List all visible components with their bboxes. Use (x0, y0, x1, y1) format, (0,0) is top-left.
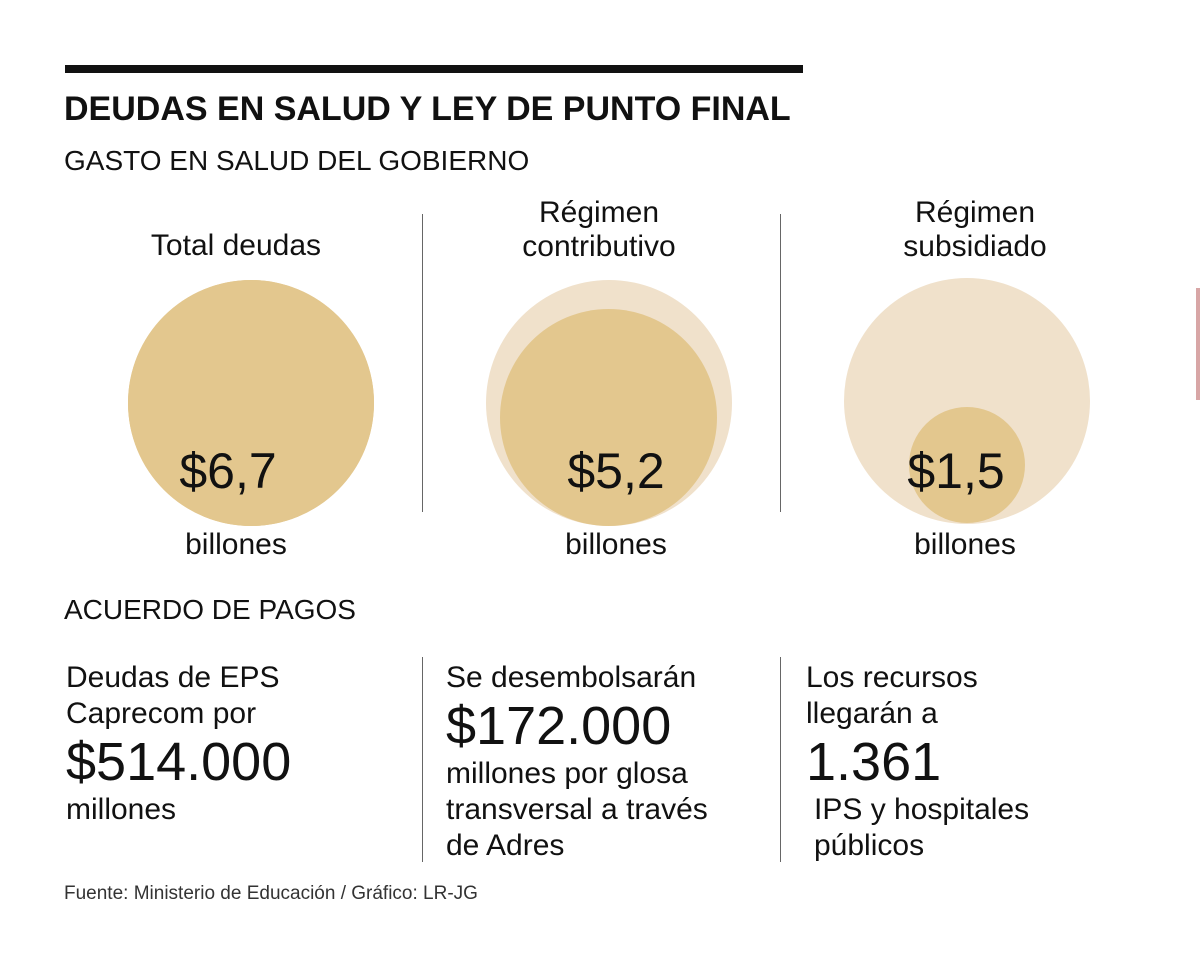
payment-text-line: IPS y hospitales (814, 793, 1030, 826)
chart-title: DEUDAS EN SALUD Y LEY DE PUNTO FINAL (64, 90, 791, 128)
payment-text-line: Se desembolsarán (446, 661, 697, 694)
source-note: Fuente: Ministerio de Educación / Gráfic… (64, 883, 478, 904)
payment-amount: 1.361 (806, 732, 942, 792)
payment-amount: $172.000 (446, 696, 672, 756)
divider-3 (422, 657, 423, 862)
unit-label-contributivo: billones (565, 528, 667, 561)
value-label-contributivo: $5,2 (567, 443, 665, 499)
column-label-line: Régimen (538, 196, 660, 229)
column-label-total: Total deudas (86, 229, 386, 263)
payment-text-line: transversal a través (446, 793, 708, 826)
payment-text-line: millones por glosa (446, 757, 688, 790)
top-rule (65, 65, 803, 73)
section-title-payments: ACUERDO DE PAGOS (64, 594, 356, 625)
column-label-line: Total deudas (150, 229, 322, 262)
value-label-total: $6,7 (179, 443, 277, 499)
column-label-line: subsidiado (903, 230, 1047, 263)
payment-text-line: Deudas de EPS (66, 661, 280, 694)
column-label-subsidiado: Régimen subsidiado (825, 196, 1125, 264)
bubble-subsidiado (909, 407, 1025, 523)
value-label-subsidiado: $1,5 (907, 443, 1005, 499)
payment-amount: $514.000 (66, 732, 292, 792)
chart-subtitle: GASTO EN SALUD DEL GOBIERNO (64, 145, 530, 176)
payment-text-line: Caprecom por (66, 697, 257, 730)
unit-label-subsidiado: billones (914, 528, 1016, 561)
divider-2 (780, 214, 781, 512)
payment-text-line: públicos (814, 829, 925, 862)
payment-block-ips: Los recursos llegarán a 1.361 IPS y hosp… (806, 660, 1136, 864)
payment-text-line: Los recursos (806, 661, 978, 694)
column-label-contributivo: Régimen contributivo (449, 196, 749, 264)
payment-text-line: llegarán a (806, 697, 938, 730)
unit-label-total: billones (185, 528, 287, 561)
column-label-line: contributivo (522, 230, 676, 263)
divider-4 (780, 657, 781, 862)
divider-1 (422, 214, 423, 512)
bubble-contributivo (500, 309, 717, 526)
column-label-line: Régimen (914, 196, 1036, 229)
payment-text-line: millones (66, 793, 177, 826)
bubble-total-deudas (128, 280, 374, 526)
payment-text-line: de Adres (446, 829, 565, 862)
payment-block-glosa: Se desembolsarán $172.000 millones por g… (446, 660, 776, 864)
payment-block-eps: Deudas de EPS Caprecom por $514.000 mill… (66, 660, 406, 828)
edge-accent (1196, 288, 1200, 400)
